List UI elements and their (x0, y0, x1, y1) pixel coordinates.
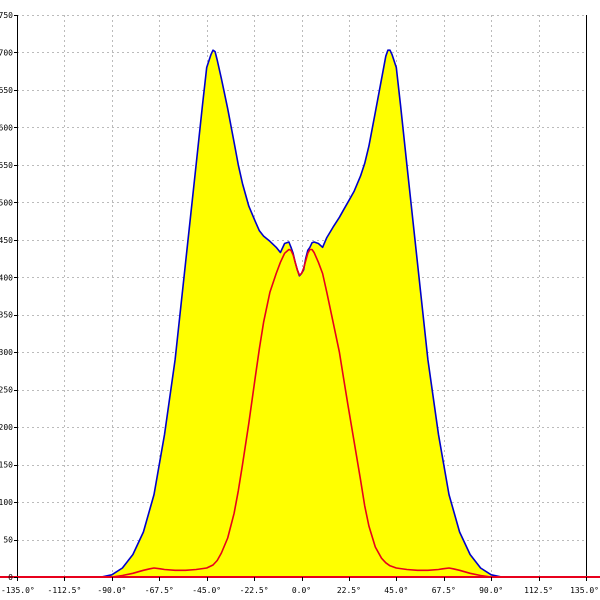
x-tick-label: 22.5° (337, 586, 361, 595)
y-tick-label: 100 (0, 498, 13, 507)
axes (0, 15, 600, 581)
y-tick-label: 200 (0, 423, 13, 432)
series-inner-line (17, 248, 586, 578)
y-tick-label: 500 (0, 198, 13, 207)
y-tick-label: 400 (0, 273, 13, 282)
y-tick-label: 350 (0, 311, 13, 320)
y-tick-label: 550 (0, 161, 13, 170)
y-tick-label: 700 (0, 48, 13, 57)
y-tick-label: 0 (8, 573, 13, 582)
x-tick-label: 0.0° (292, 586, 311, 595)
x-tick-label: 112.5° (524, 586, 553, 595)
x-tick-label: 45.0° (384, 586, 408, 595)
y-tick-label: 450 (0, 236, 13, 245)
x-tick-label: 67.5° (432, 586, 456, 595)
y-tick-label: 300 (0, 348, 13, 357)
x-tick-label: -135.0° (1, 586, 35, 595)
x-tick-label: -45.0° (192, 586, 221, 595)
y-tick-label: 750 (0, 11, 13, 20)
x-tick-label: -90.0° (97, 586, 126, 595)
x-tick-label: -22.5° (240, 586, 269, 595)
y-tick-label: 650 (0, 86, 13, 95)
area-layer (17, 49, 586, 578)
y-tick-label: 600 (0, 123, 13, 132)
series-outer-fill (17, 50, 586, 577)
x-tick-label: -112.5° (48, 586, 82, 595)
y-tick-label: 50 (3, 536, 13, 545)
y-tick-label: 250 (0, 386, 13, 395)
x-tick-label: 135.0° (570, 586, 599, 595)
x-tick-label: 90.0° (479, 586, 503, 595)
y-tick-label: 150 (0, 461, 13, 470)
x-tick-label: -67.5° (145, 586, 174, 595)
tick-labels: 0 50 100 150 200 250 300 350 400 450 500 550 600 650 7… (0, 11, 599, 595)
